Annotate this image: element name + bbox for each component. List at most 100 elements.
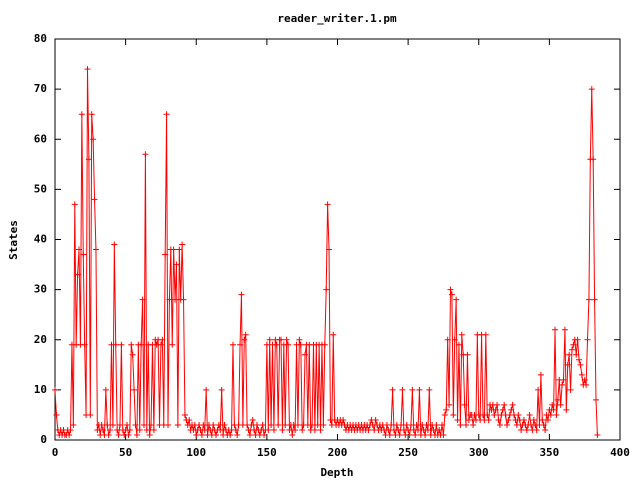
point-marker — [166, 296, 173, 303]
point-marker — [92, 246, 99, 253]
point-marker — [454, 416, 461, 423]
point-marker — [568, 346, 575, 353]
point-marker — [549, 401, 556, 408]
point-marker — [340, 416, 347, 423]
point-marker — [259, 421, 266, 428]
point-marker — [80, 251, 87, 258]
point-marker — [294, 421, 301, 428]
point-marker — [125, 431, 132, 438]
point-marker — [292, 426, 299, 433]
point-marker — [430, 426, 437, 433]
point-marker — [275, 421, 282, 428]
point-marker — [98, 421, 105, 428]
point-marker — [463, 421, 470, 428]
point-marker — [129, 351, 136, 358]
point-marker — [314, 421, 321, 428]
point-marker — [114, 426, 121, 433]
point-marker — [124, 421, 131, 428]
point-marker — [266, 336, 273, 343]
x-tick-label: 250 — [398, 446, 418, 459]
point-marker — [444, 336, 451, 343]
point-marker — [533, 426, 540, 433]
point-marker — [561, 326, 568, 333]
point-marker — [544, 416, 551, 423]
point-marker — [159, 336, 166, 343]
point-marker — [104, 421, 111, 428]
point-marker — [508, 406, 515, 413]
x-tick-label: 50 — [119, 446, 132, 459]
point-marker — [193, 431, 200, 438]
point-marker — [115, 431, 122, 438]
point-marker — [485, 416, 492, 423]
point-marker — [66, 431, 73, 438]
point-marker — [591, 296, 598, 303]
point-marker — [501, 401, 508, 408]
point-marker — [504, 421, 510, 428]
point-marker — [320, 421, 327, 428]
point-marker — [132, 421, 139, 428]
point-marker — [172, 296, 179, 303]
y-tick-label: 0 — [40, 433, 47, 446]
point-marker — [81, 341, 88, 348]
point-marker — [71, 201, 78, 208]
point-marker — [221, 421, 228, 428]
point-marker — [53, 411, 60, 418]
point-marker — [484, 411, 491, 418]
point-marker — [203, 386, 210, 393]
point-marker — [570, 341, 577, 348]
point-marker — [399, 386, 406, 393]
point-marker — [398, 421, 405, 428]
point-marker — [443, 406, 450, 413]
point-marker — [157, 341, 164, 348]
point-marker — [588, 86, 595, 93]
point-marker — [246, 431, 253, 438]
point-marker — [592, 396, 599, 403]
point-marker — [470, 421, 477, 428]
point-marker — [457, 421, 464, 428]
point-marker — [552, 326, 559, 333]
point-marker — [116, 421, 123, 428]
point-marker — [70, 421, 77, 428]
point-marker — [386, 431, 393, 438]
point-marker — [229, 341, 236, 348]
point-marker — [174, 421, 181, 428]
point-marker — [242, 331, 249, 338]
point-marker — [535, 386, 542, 393]
point-marker — [395, 426, 402, 433]
point-marker — [237, 341, 244, 348]
point-marker — [557, 401, 564, 408]
point-marker — [461, 401, 468, 408]
point-marker — [88, 111, 95, 118]
point-marker — [455, 341, 462, 348]
point-marker — [181, 411, 188, 418]
point-marker — [581, 376, 588, 383]
point-marker — [179, 241, 186, 248]
point-marker — [241, 336, 248, 343]
point-marker — [491, 411, 498, 418]
point-marker — [447, 286, 454, 293]
y-tick-label: 20 — [34, 333, 47, 346]
point-marker — [505, 416, 512, 423]
point-marker — [289, 431, 296, 438]
point-marker — [513, 421, 520, 428]
point-marker — [423, 421, 430, 428]
point-marker — [273, 341, 280, 348]
point-marker — [566, 351, 573, 358]
point-marker — [169, 341, 176, 348]
point-marker — [94, 426, 101, 433]
point-marker — [143, 426, 150, 433]
x-tick-label: 400 — [610, 446, 630, 459]
point-marker — [286, 426, 293, 433]
point-marker — [424, 426, 431, 433]
point-marker — [559, 381, 566, 388]
point-marker — [74, 271, 81, 278]
point-marker — [324, 201, 331, 208]
point-marker — [248, 421, 255, 428]
point-marker — [268, 421, 275, 428]
y-tick-label: 10 — [34, 383, 47, 396]
point-marker — [299, 426, 306, 433]
point-marker — [67, 426, 74, 433]
point-marker — [515, 411, 522, 418]
point-marker — [91, 196, 98, 203]
point-marker — [523, 426, 530, 433]
